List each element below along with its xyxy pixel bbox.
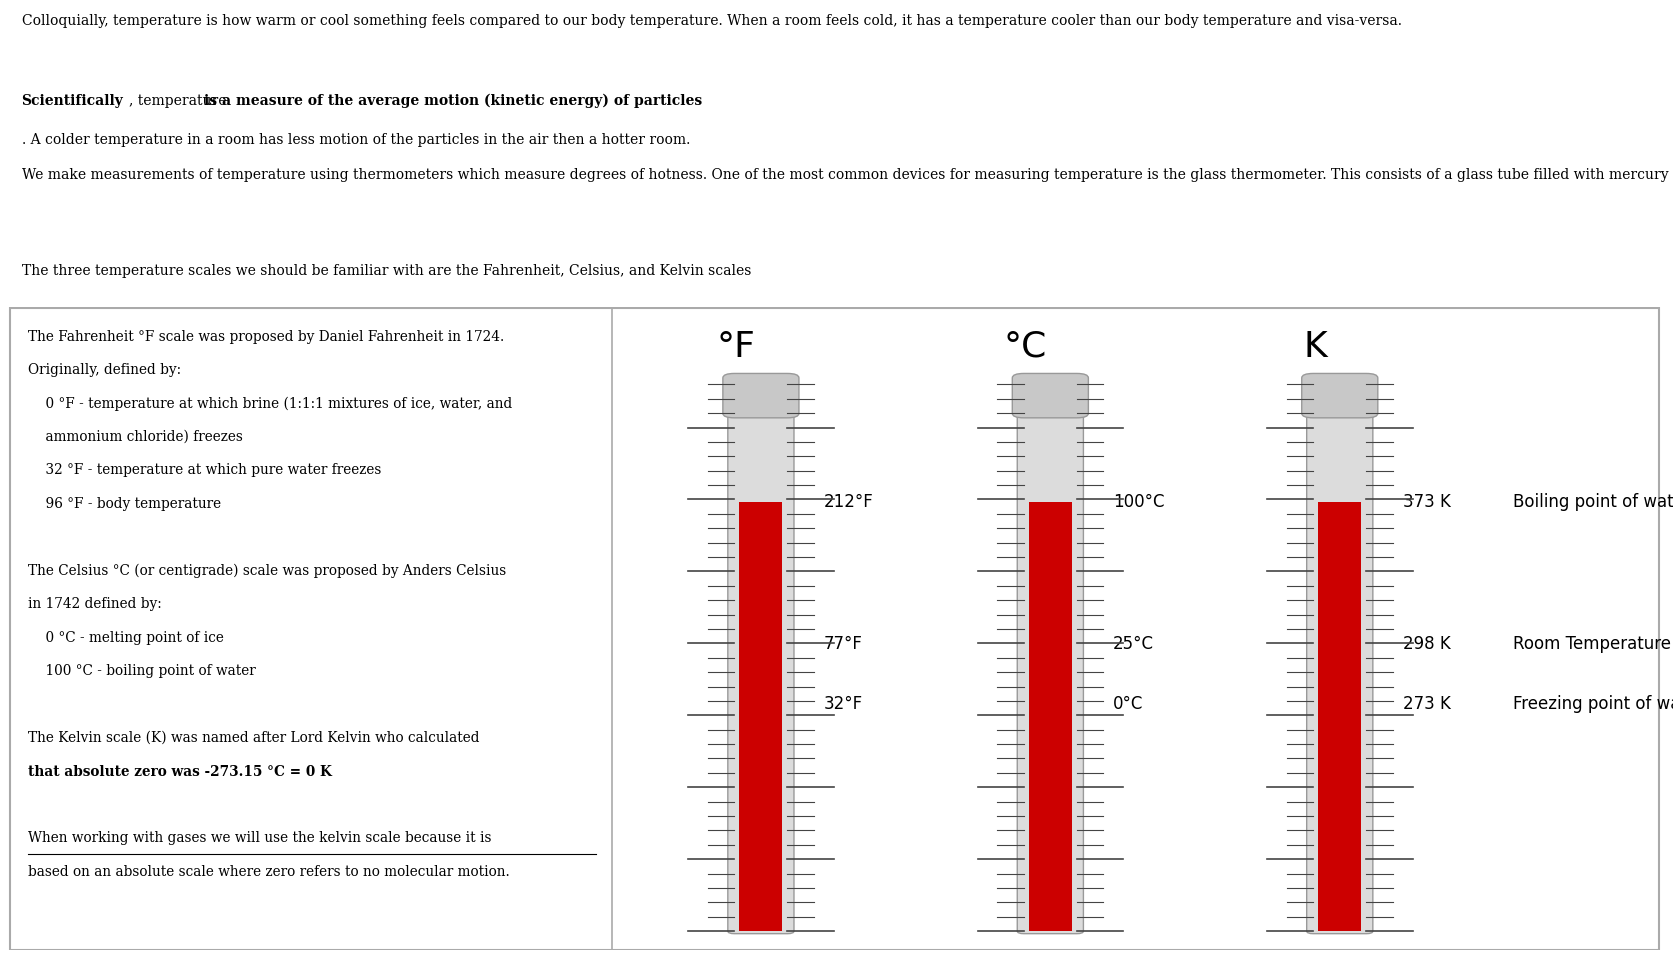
Text: Scientifically: Scientifically (22, 94, 124, 108)
Text: Room Temperature: Room Temperature (1512, 636, 1670, 653)
Text: 373 K: 373 K (1402, 492, 1449, 511)
FancyBboxPatch shape (1302, 373, 1377, 418)
Text: 100°C: 100°C (1113, 492, 1164, 511)
FancyBboxPatch shape (1012, 373, 1087, 418)
FancyBboxPatch shape (1017, 382, 1082, 934)
Text: The Kelvin scale (K) was named after Lord Kelvin who calculated: The Kelvin scale (K) was named after Lor… (28, 732, 480, 745)
Text: 0 °C - melting point of ice: 0 °C - melting point of ice (28, 631, 224, 645)
Text: 273 K: 273 K (1402, 695, 1449, 713)
Text: °C: °C (1004, 329, 1047, 364)
Text: When working with gases we will use the kelvin scale because it is: When working with gases we will use the … (28, 831, 492, 846)
Text: 100 °C - boiling point of water: 100 °C - boiling point of water (28, 664, 256, 678)
Text: 0°C: 0°C (1113, 695, 1143, 713)
Text: . A colder temperature in a room has less motion of the particles in the air the: . A colder temperature in a room has les… (22, 132, 689, 147)
Text: The three temperature scales we should be familiar with are the Fahrenheit, Cels: The three temperature scales we should b… (22, 264, 751, 277)
Text: The Celsius °C (or centigrade) scale was proposed by Anders Celsius: The Celsius °C (or centigrade) scale was… (28, 564, 507, 578)
Text: ammonium chloride) freezes: ammonium chloride) freezes (28, 430, 243, 444)
Text: Originally, defined by:: Originally, defined by: (28, 363, 181, 377)
FancyBboxPatch shape (723, 373, 798, 418)
FancyBboxPatch shape (728, 382, 793, 934)
Text: Colloquially, temperature is how warm or cool something feels compared to our bo: Colloquially, temperature is how warm or… (22, 13, 1400, 28)
Text: based on an absolute scale where zero refers to no molecular motion.: based on an absolute scale where zero re… (28, 865, 510, 878)
Bar (1317, 502, 1360, 931)
Text: Freezing point of water: Freezing point of water (1512, 695, 1673, 713)
Text: °F: °F (716, 329, 755, 364)
Text: , temperature: , temperature (129, 94, 231, 108)
FancyBboxPatch shape (10, 308, 1658, 949)
Text: 32°F: 32°F (823, 695, 862, 713)
Text: 77°F: 77°F (823, 636, 862, 653)
Text: 32 °F - temperature at which pure water freezes: 32 °F - temperature at which pure water … (28, 464, 381, 477)
Text: We make measurements of temperature using thermometers which measure degrees of : We make measurements of temperature usin… (22, 169, 1673, 182)
Text: The Fahrenheit °F scale was proposed by Daniel Fahrenheit in 1724.: The Fahrenheit °F scale was proposed by … (28, 329, 504, 344)
Text: 25°C: 25°C (1113, 636, 1153, 653)
Text: is a measure of the average motion (kinetic energy) of particles: is a measure of the average motion (kine… (204, 94, 701, 108)
Text: that absolute zero was -273.15 °C = 0 K: that absolute zero was -273.15 °C = 0 K (28, 764, 331, 779)
Text: K: K (1302, 329, 1327, 364)
Bar (739, 502, 781, 931)
Bar (1029, 502, 1071, 931)
FancyBboxPatch shape (1307, 382, 1372, 934)
Text: Boiling point of water: Boiling point of water (1512, 492, 1673, 511)
Text: 0 °F - temperature at which brine (1:1:1 mixtures of ice, water, and: 0 °F - temperature at which brine (1:1:1… (28, 396, 512, 411)
Text: 212°F: 212°F (823, 492, 873, 511)
Text: 298 K: 298 K (1402, 636, 1449, 653)
Text: 96 °F - body temperature: 96 °F - body temperature (28, 497, 221, 511)
Text: in 1742 defined by:: in 1742 defined by: (28, 597, 162, 612)
